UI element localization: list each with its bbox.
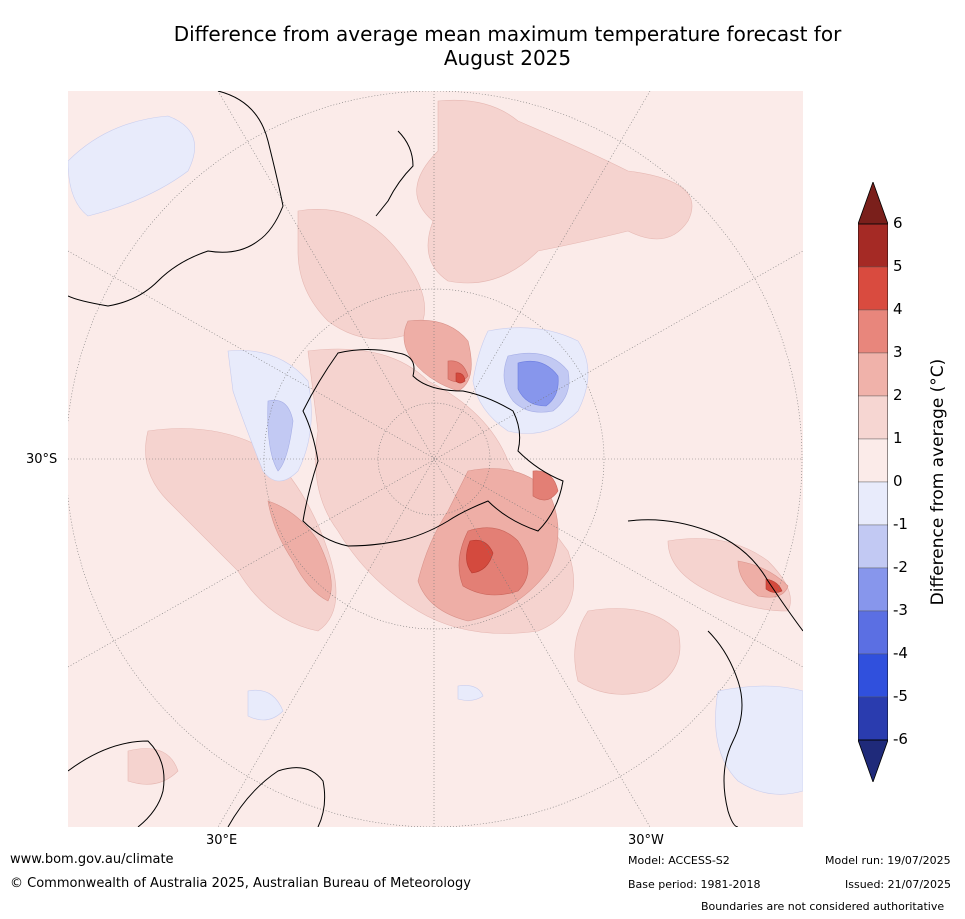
colorbar-tick-label: 0 — [893, 472, 903, 490]
map-canvas — [68, 91, 803, 827]
colorbar-tick-label: -2 — [893, 558, 908, 576]
colorbar-bin — [858, 223, 888, 268]
colorbar-extend-bottom — [858, 739, 888, 782]
title-line-2: August 2025 — [443, 46, 572, 70]
colorbar-bin — [858, 610, 888, 655]
footer-copyright: © Commonwealth of Australia 2025, Austra… — [10, 876, 471, 891]
map-panel[interactable] — [68, 91, 803, 827]
colorbar-bin — [858, 567, 888, 612]
colorbar-bin — [858, 352, 888, 397]
colorbar-tick-label: 2 — [893, 386, 903, 404]
colorbar-tick-label: -3 — [893, 601, 908, 619]
colorbar-bin — [858, 309, 888, 354]
colorbar-bin — [858, 438, 888, 483]
footer-model: Model: ACCESS-S2 — [628, 854, 730, 867]
colorbar-tick-label: 6 — [893, 214, 903, 232]
colorbar-bin — [858, 696, 888, 741]
colorbar — [858, 182, 888, 782]
colorbar-outline — [858, 223, 888, 741]
colorbar-bin — [858, 653, 888, 698]
colorbar-title: Difference from average (°C) — [928, 358, 948, 606]
colorbar-tick-label: 5 — [893, 257, 903, 275]
footer-issued: Issued: 21/07/2025 — [845, 878, 952, 891]
colorbar-tick-label: -4 — [893, 644, 908, 662]
title-line-1: Difference from average mean maximum tem… — [173, 22, 842, 46]
lat-label-30s: 30°S — [26, 452, 58, 467]
colorbar-extend-top — [858, 182, 888, 225]
footer-base-period: Base period: 1981-2018 — [628, 878, 761, 891]
chart-title: Difference from average mean maximum tem… — [60, 22, 955, 70]
graticule — [68, 91, 803, 827]
anomaly-minus2-regions — [517, 360, 559, 407]
colorbar-tick-label: -5 — [893, 687, 908, 705]
anomaly-plus4-regions — [455, 372, 783, 593]
lon-label-30w: 30°W — [628, 833, 664, 848]
colorbar-bin — [858, 266, 888, 311]
colorbar-bin — [858, 395, 888, 440]
colorbar-tick-label: -6 — [893, 730, 908, 748]
footer-model-run: Model run: 19/07/2025 — [825, 854, 951, 867]
lon-label-30e: 30°E — [206, 833, 238, 848]
colorbar-bin — [858, 481, 888, 526]
footer-url[interactable]: www.bom.gov.au/climate — [10, 852, 174, 867]
colorbar-tick-label: 4 — [893, 300, 903, 318]
coastlines — [68, 91, 803, 827]
colorbar-tick-label: 3 — [893, 343, 903, 361]
colorbar-tick-label: -1 — [893, 515, 908, 533]
colorbar-bin — [858, 524, 888, 569]
footer-disclaimer: Boundaries are not considered authoritat… — [701, 900, 945, 913]
colorbar-tick-label: 1 — [893, 429, 903, 447]
